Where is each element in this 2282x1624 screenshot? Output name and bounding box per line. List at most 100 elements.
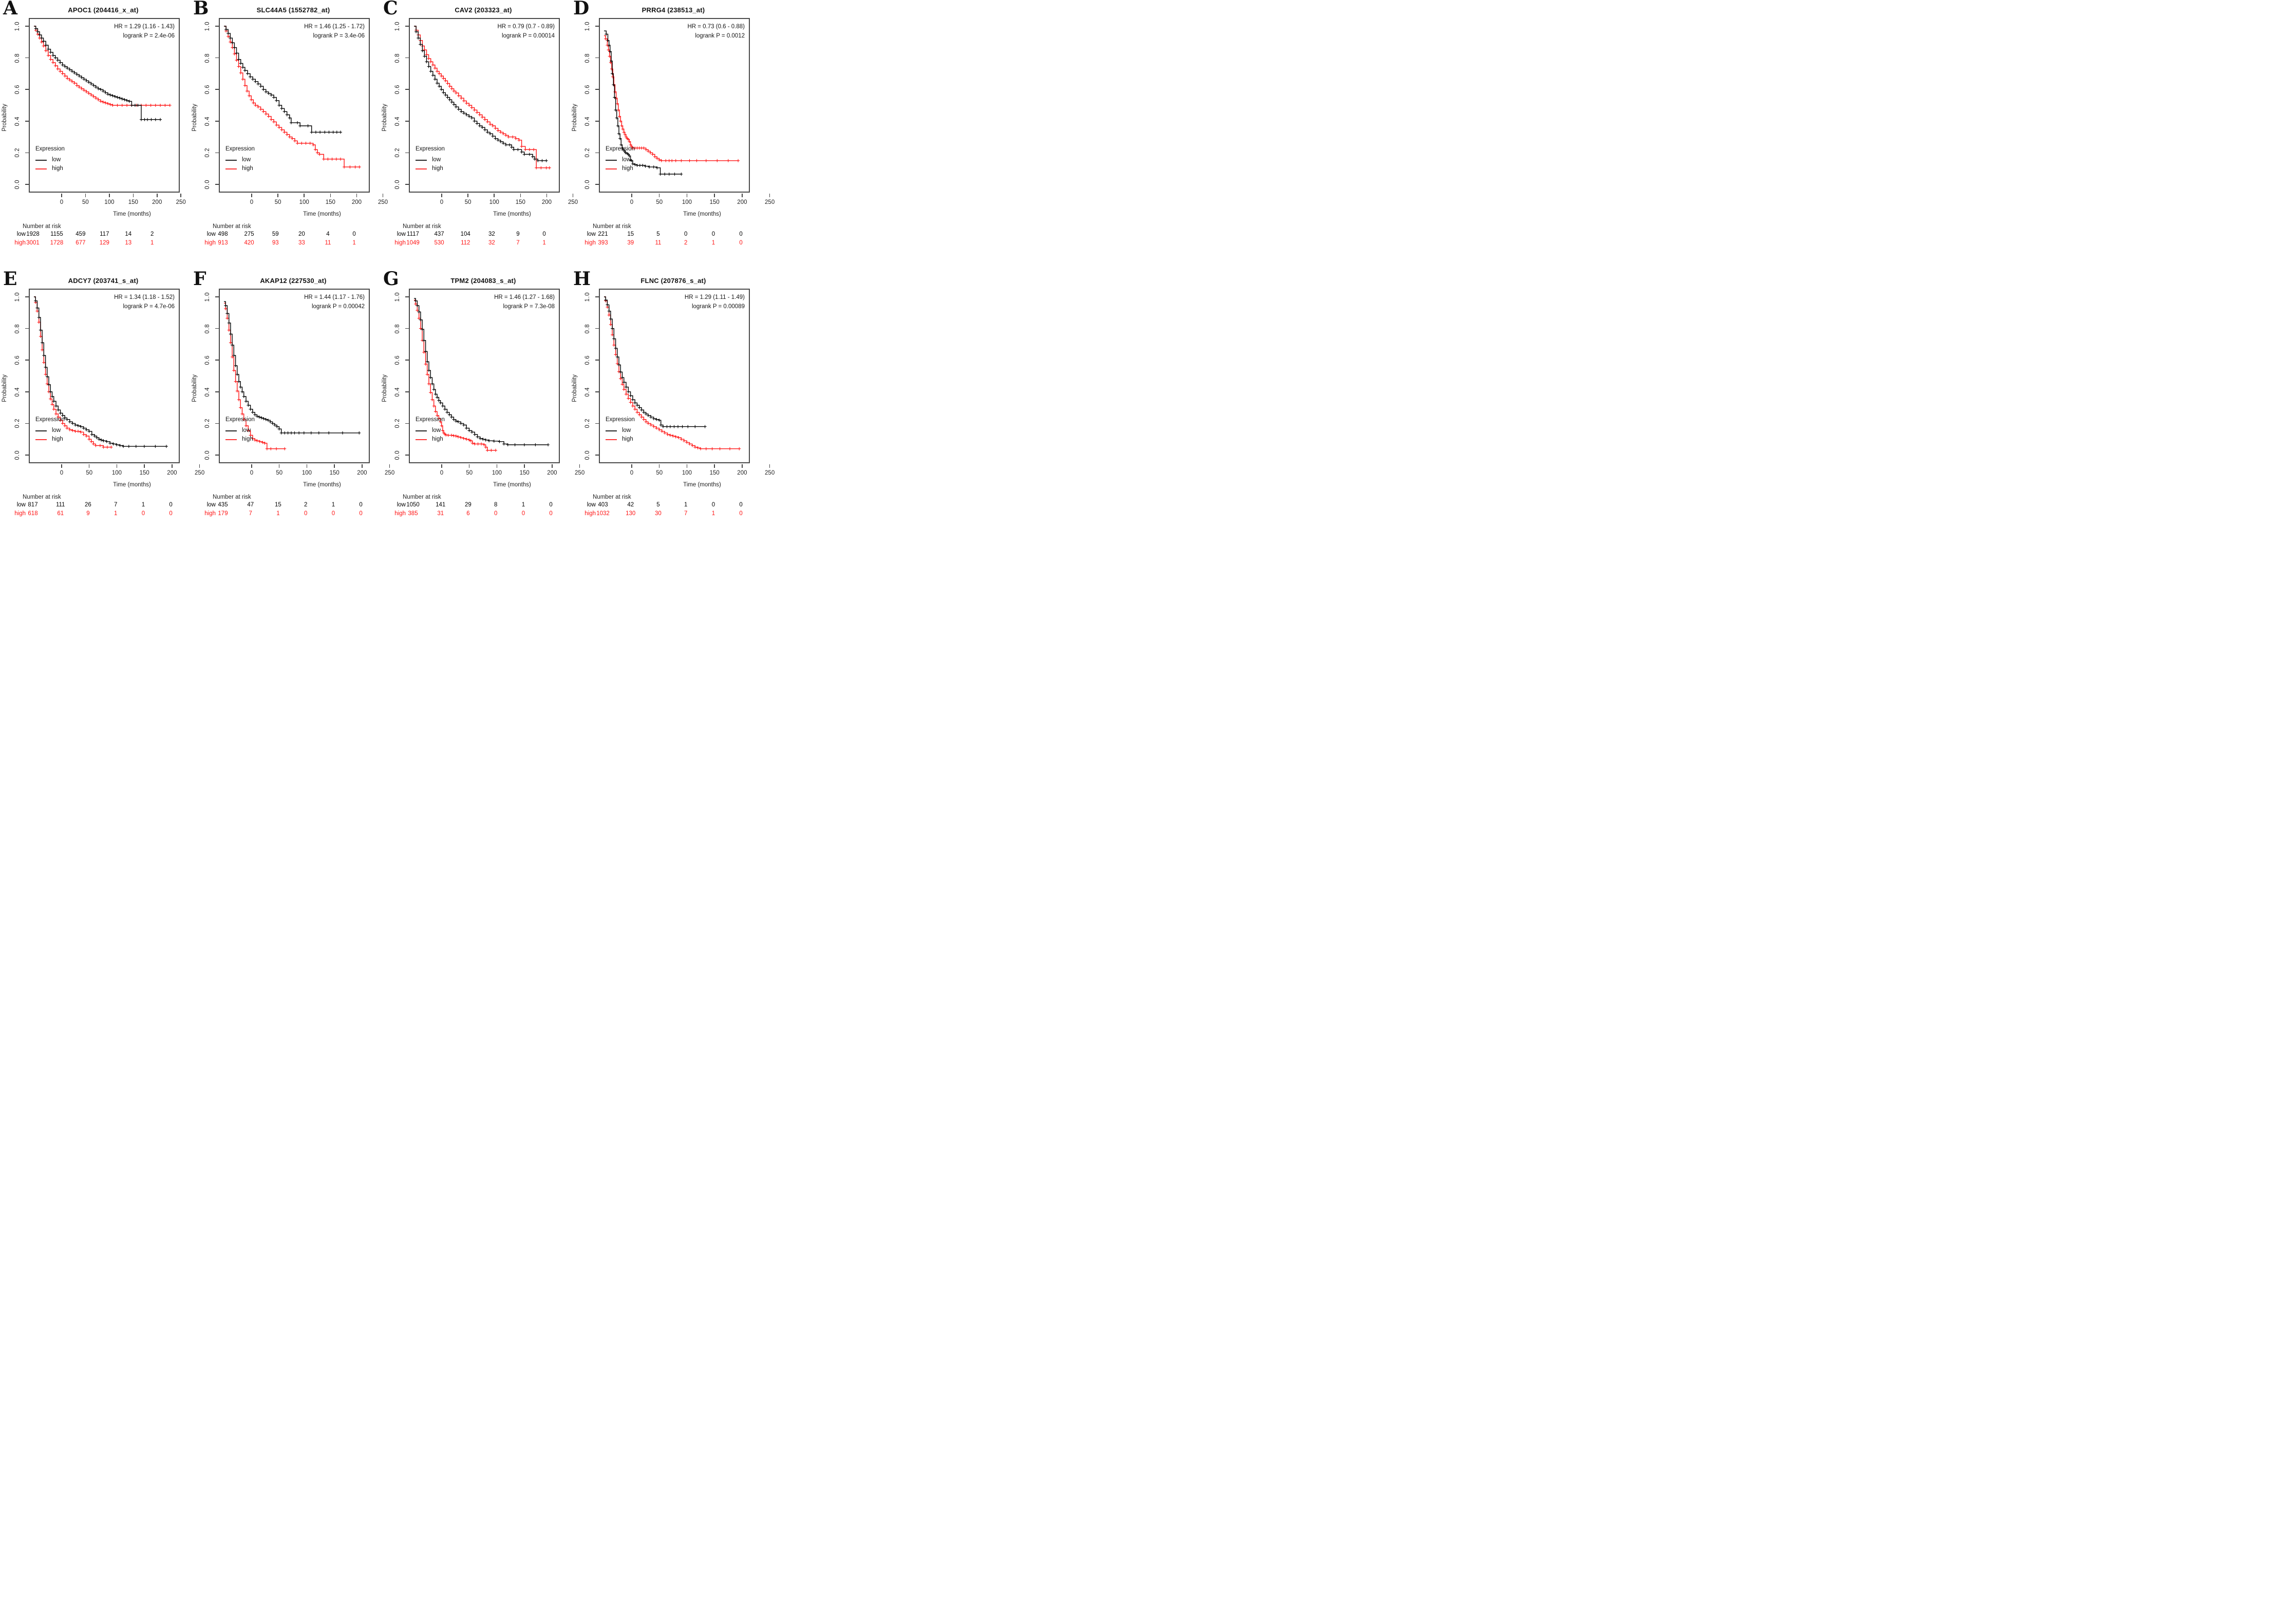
- x-tick-label: 100: [299, 199, 309, 205]
- x-tick-label: 50: [656, 199, 663, 205]
- y-tick-mark: [215, 184, 219, 185]
- risk-table-header: Number at risk: [403, 494, 441, 500]
- y-tick-label: 0.2: [584, 418, 591, 428]
- plot-box: 0.0 0.2 0.4 0.6 0.8 1.0 HR = 1.29 (1.16 - 1.4…: [14, 18, 180, 193]
- x-tick-mark: [61, 464, 62, 468]
- risk-table: Number at risk low 1928 1155 459 117 14 2 hig…: [0, 223, 190, 249]
- y-tick-label: 0.2: [394, 418, 401, 428]
- risk-row-low: low 498 275 59 20 4 0: [190, 231, 380, 240]
- y-tick-label: 0.4: [394, 116, 401, 126]
- y-tick-mark: [595, 26, 599, 27]
- figure-grid: A APOC1 (204416_x_at) Probability 0.0 0.2…: [0, 0, 775, 541]
- risk-value: 498: [218, 231, 228, 237]
- y-tick-label: 1.0: [204, 21, 211, 31]
- km-panel: C CAV2 (203323_at) Probability 0.0 0.2 0.4…: [380, 0, 578, 271]
- km-panel: D PRRG4 (238513_at) Probability 0.0 0.2 0.…: [570, 0, 775, 271]
- legend-label-high: high: [52, 436, 63, 443]
- risk-value: 1: [711, 511, 715, 517]
- x-tick-label: 250: [568, 199, 578, 205]
- legend-line-swatch-high: [416, 439, 427, 440]
- y-tick-label: 0.8: [14, 324, 21, 334]
- hr-text: HR = 1.34 (1.18 - 1.52): [114, 294, 175, 300]
- plot-box: 0.0 0.2 0.4 0.6 0.8 1.0 HR = 1.46 (1.25 - 1.7…: [204, 18, 370, 193]
- legend-title: Expression: [606, 417, 635, 423]
- x-tick-label: 250: [385, 470, 395, 476]
- x-tick-mark: [172, 464, 173, 468]
- x-tick-label: 0: [440, 199, 444, 205]
- risk-value: 393: [598, 240, 608, 246]
- risk-value: 42: [627, 502, 634, 508]
- legend-label-low: low: [432, 157, 441, 163]
- km-panel: A APOC1 (204416_x_at) Probability 0.0 0.2…: [0, 0, 190, 271]
- x-axis-title: Time (months): [303, 482, 341, 488]
- y-tick-label: 0.2: [204, 418, 211, 428]
- y-tick-mark: [405, 391, 409, 392]
- risk-values-high: 385 31 6 0 0 0: [408, 511, 558, 519]
- risk-value: 530: [434, 240, 444, 246]
- y-tick-label: 0.4: [14, 387, 21, 397]
- legend-label-high: high: [52, 165, 63, 172]
- x-tick-mark: [441, 194, 442, 197]
- km-curve-low: [604, 296, 705, 427]
- km-curve-low: [414, 26, 546, 161]
- y-tick-mark: [405, 296, 409, 297]
- risk-row-label-low: low: [397, 502, 406, 508]
- y-tick-label: 0.6: [204, 355, 211, 365]
- risk-row-low: low 435 47 15 2 1 0: [190, 502, 380, 511]
- legend: Expression low high: [416, 146, 445, 174]
- legend-line-swatch-high: [606, 168, 617, 169]
- legend-item-low: low: [606, 427, 635, 436]
- y-tick-label: 0.8: [584, 53, 591, 63]
- x-axis-title: Time (months): [113, 211, 151, 217]
- risk-value: 0: [711, 502, 715, 508]
- panel-letter: C: [383, 0, 398, 19]
- hr-text: HR = 1.29 (1.16 - 1.43): [114, 24, 175, 30]
- risk-value: 0: [169, 511, 173, 517]
- y-axis-title: Probability: [192, 104, 198, 131]
- risk-value: 1032: [596, 511, 610, 517]
- legend-label-high: high: [242, 436, 253, 443]
- risk-table-header: Number at risk: [593, 223, 631, 230]
- legend-item-high: high: [606, 165, 635, 174]
- x-tick-label: 50: [466, 470, 473, 476]
- risk-value: 30: [655, 511, 662, 517]
- stats-annotation: HR = 0.79 (0.7 - 0.89) logrank P = 0.000…: [497, 23, 555, 41]
- risk-values-low: 403 42 5 1 0 0: [598, 502, 748, 511]
- risk-value: 39: [627, 240, 634, 246]
- legend: Expression low high: [225, 417, 255, 444]
- risk-table-header: Number at risk: [213, 223, 251, 230]
- risk-table-header: Number at risk: [403, 223, 441, 230]
- y-tick-label: 0.4: [394, 387, 401, 397]
- x-tick-mark: [330, 194, 331, 197]
- plot-box: 0.0 0.2 0.4 0.6 0.8 1.0 HR = 1.29 (1.11 - 1.4…: [584, 289, 750, 463]
- risk-row-label-high: high: [14, 511, 26, 517]
- risk-value: 1: [542, 240, 546, 246]
- y-tick-label: 1.0: [204, 292, 211, 302]
- risk-values-high: 1032 130 30 7 1 0: [596, 511, 748, 519]
- y-tick-mark: [595, 89, 599, 90]
- x-tick-label: 100: [682, 470, 692, 476]
- x-tick-mark: [85, 194, 86, 197]
- x-tick-label: 50: [274, 199, 281, 205]
- risk-value: 1: [352, 240, 356, 246]
- risk-value: 47: [247, 502, 254, 508]
- y-axis-title: Probability: [192, 374, 198, 402]
- x-tick-label: 50: [276, 470, 283, 476]
- y-tick-mark: [25, 152, 29, 154]
- risk-values-low: 1928 1155 459 117 14 2: [26, 231, 178, 240]
- plot-area: Probability 0.0 0.2 0.4 0.6 0.8 1.0 HR = 1.44…: [192, 289, 394, 488]
- plot-area: Probability 0.0 0.2 0.4 0.6 0.8 1.0 HR = 1.29…: [572, 289, 775, 488]
- km-panel: G TPM2 (204083_s_at) Probability 0.0 0.2 0…: [380, 270, 584, 541]
- logrank-text: logrank P = 7.3e-08: [503, 303, 555, 310]
- risk-values-low: 435 47 15 2 1 0: [218, 502, 368, 511]
- risk-row-label-low: low: [206, 502, 216, 508]
- risk-value: 112: [461, 240, 470, 246]
- x-tick-label: 0: [60, 199, 64, 205]
- legend-label-low: low: [242, 157, 251, 163]
- y-tick-mark: [595, 360, 599, 361]
- y-tick-mark: [215, 152, 219, 154]
- risk-value: 677: [76, 240, 86, 246]
- x-tick-mark: [116, 464, 118, 468]
- y-axis-title: Probability: [382, 104, 388, 131]
- y-tick-label: 0.2: [204, 147, 211, 158]
